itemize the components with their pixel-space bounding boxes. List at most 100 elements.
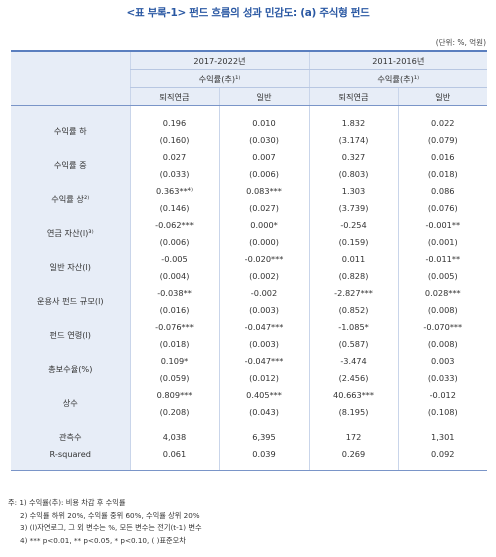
coef-cell: 1.303 xyxy=(308,182,399,199)
coef-cell: -0.062*** xyxy=(129,216,219,233)
se-cell: (0.160) xyxy=(129,131,219,148)
coef-cell: -0.001** xyxy=(397,216,488,233)
se-row: (0.160) (0.030) (3.174) (0.079) xyxy=(11,131,488,148)
se-cell: (0.018) xyxy=(397,165,488,182)
note-line: 2) 수익률 하위 20%, 수익률 중위 60%, 수익률 상위 20% xyxy=(20,510,200,520)
coef-cell: 0.028*** xyxy=(397,284,488,301)
stat-label: R-squared xyxy=(11,445,130,462)
se-cell: (0.003) xyxy=(218,301,310,318)
col-header: 일반 xyxy=(218,87,310,106)
se-row: (0.059) (0.012) (2.456) (0.033) xyxy=(11,369,488,386)
coef-cell: -0.038** xyxy=(129,284,219,301)
se-cell: (0.027) xyxy=(218,199,310,216)
stat-cell: 1,301 xyxy=(397,428,488,445)
empty-cell xyxy=(397,105,488,114)
stat-label: 관측수 xyxy=(11,428,130,445)
note-line: 주: 1) 수익률(추): 비용 차감 후 수익률 xyxy=(8,498,126,507)
coef-row: 연금 자산(l)³⁾ -0.062*** 0.000* -0.254 -0.001** xyxy=(11,216,488,238)
se-cell: (0.008) xyxy=(397,301,488,318)
coef-cell: -0.254 xyxy=(308,216,399,233)
spacer-row xyxy=(11,462,488,471)
period-header-2: 2011-2016년 xyxy=(308,50,488,70)
note-line: 4) *** p<0.01, ** p<0.05, * p<0.10, ( )표… xyxy=(20,535,186,545)
se-cell: (0.852) xyxy=(308,301,399,318)
coef-cell: 0.027 xyxy=(129,148,219,165)
stat-cell: 0.061 xyxy=(129,445,219,462)
se-cell: (8.195) xyxy=(308,403,399,420)
coef-row: 총보수율(%) 0.109* -0.047*** -3.474 0.003 xyxy=(11,352,488,374)
coef-cell: 0.086 xyxy=(397,182,488,199)
coef-cell: 1.832 xyxy=(308,114,399,131)
se-cell: (0.018) xyxy=(129,335,219,352)
row-label-cell: 펀드 연령(l) xyxy=(11,318,130,340)
se-cell: (0.079) xyxy=(397,131,488,148)
coef-cell: 0.000* xyxy=(218,216,310,233)
se-cell: (0.005) xyxy=(397,267,488,284)
coef-cell: 0.010 xyxy=(218,114,310,131)
se-cell: (0.043) xyxy=(218,403,310,420)
row-label: 수익률 하 xyxy=(53,125,87,136)
se-cell: (0.159) xyxy=(308,233,399,250)
row-label-cell xyxy=(11,335,130,352)
se-cell: (0.003) xyxy=(218,335,310,352)
se-cell: (0.033) xyxy=(397,369,488,386)
header-row-periods: 2017-2022년 2011-2016년 xyxy=(11,50,488,70)
row-label: 수익률 상²⁾ xyxy=(51,193,90,204)
spacer-row xyxy=(11,420,488,428)
se-cell: (0.803) xyxy=(308,165,399,182)
se-cell: (0.828) xyxy=(308,267,399,284)
coef-cell: 0.109* xyxy=(129,352,219,369)
se-cell: (0.008) xyxy=(397,335,488,352)
coef-cell: 0.363**⁴⁾ xyxy=(129,182,219,199)
se-row: (0.018) (0.003) (0.587) (0.008) xyxy=(11,335,488,352)
se-cell: (3.174) xyxy=(308,131,399,148)
se-row: (0.208) (0.043) (8.195) (0.108) xyxy=(11,403,488,420)
row-label-cell: 일반 자산(l) xyxy=(11,250,130,272)
coef-cell: -2.827*** xyxy=(308,284,399,301)
row-label-cell xyxy=(11,131,130,148)
row-label-cell xyxy=(11,420,130,428)
se-cell: (0.006) xyxy=(218,165,310,182)
coef-cell: 0.003 xyxy=(397,352,488,369)
stat-row: 관측수 4,038 6,395 172 1,301 xyxy=(11,428,488,445)
coef-cell: -0.011** xyxy=(397,250,488,267)
row-label-cell: 운용사 펀드 규모(l) xyxy=(11,284,130,306)
note-line: 3) (l)자연로그, 그 외 변수는 %, 모든 변수는 전기(t-1) 변수 xyxy=(20,523,202,532)
row-label: 총보수율(%) xyxy=(48,363,93,374)
coef-cell: -0.047*** xyxy=(218,318,310,335)
se-cell: (0.002) xyxy=(218,267,310,284)
empty-cell xyxy=(218,462,310,471)
row-label-cell xyxy=(11,165,130,182)
coef-cell: -0.047*** xyxy=(218,352,310,369)
row-label-cell xyxy=(11,403,130,420)
row-label: 일반 자산(l) xyxy=(49,261,91,272)
empty-cell xyxy=(397,462,488,471)
table-title: <표 부록-1> 펀드 흐름의 성과 민감도: (a) 주식형 펀드 xyxy=(126,7,370,19)
row-label-cell xyxy=(11,233,130,250)
se-cell: (0.076) xyxy=(397,199,488,216)
se-cell: (0.033) xyxy=(129,165,219,182)
coef-row: 펀드 연령(l) -0.076*** -0.047*** -1.085* -0.070*… xyxy=(11,318,488,340)
row-label-cell xyxy=(11,105,130,114)
se-cell: (0.108) xyxy=(397,403,488,420)
header-corner xyxy=(11,50,130,70)
row-label: 운용사 펀드 규모(l) xyxy=(36,295,104,306)
empty-cell xyxy=(218,420,310,428)
coef-row: 상수 0.809*** 0.405*** 40.663*** -0.012 xyxy=(11,386,488,408)
coef-cell: 0.196 xyxy=(129,114,219,131)
row-label: 연금 자산(l)³⁾ xyxy=(46,227,94,238)
col-header: 일반 xyxy=(397,87,488,106)
se-row: (0.033) (0.006) (0.803) (0.018) xyxy=(11,165,488,182)
se-cell: (2.456) xyxy=(308,369,399,386)
period-header-1: 2017-2022년 xyxy=(129,50,310,70)
header-row-cols: 퇴직연금 일반 퇴직연금 일반 xyxy=(11,87,488,106)
coef-cell: 0.405*** xyxy=(218,386,310,403)
coef-cell: 0.809*** xyxy=(129,386,219,403)
se-cell: (0.208) xyxy=(129,403,219,420)
se-cell: (0.059) xyxy=(129,369,219,386)
empty-cell xyxy=(308,462,399,471)
coef-cell: 40.663*** xyxy=(308,386,399,403)
coef-row: 운용사 펀드 규모(l) -0.038** -0.002 -2.827*** 0.028… xyxy=(11,284,488,306)
stat-cell: 0.092 xyxy=(397,445,488,462)
row-label-cell xyxy=(11,199,130,216)
